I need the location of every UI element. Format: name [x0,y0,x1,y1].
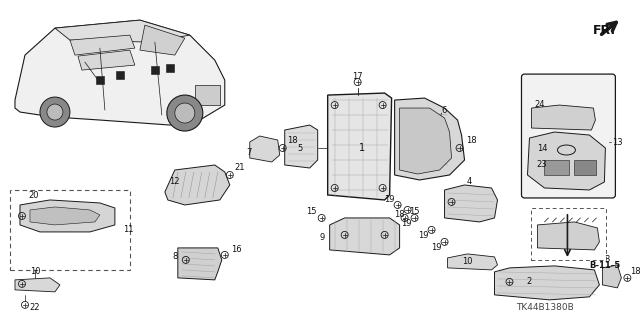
Text: 20: 20 [29,191,39,200]
Polygon shape [70,35,135,55]
Bar [96,76,104,84]
Text: B-11-5: B-11-5 [589,261,621,271]
Bar [151,66,159,74]
Polygon shape [15,278,60,292]
Polygon shape [140,25,185,55]
Text: 10: 10 [29,267,40,276]
FancyBboxPatch shape [522,74,616,198]
Polygon shape [447,254,497,270]
Text: 19: 19 [419,231,429,241]
Polygon shape [30,207,100,225]
Text: 8: 8 [172,252,177,261]
Polygon shape [527,132,605,190]
Bar [575,160,596,175]
Polygon shape [395,98,465,180]
Text: 7: 7 [246,147,252,157]
Text: 16: 16 [232,245,242,255]
Text: 4: 4 [467,177,472,187]
Polygon shape [15,20,225,125]
Text: 18: 18 [287,136,298,145]
Circle shape [167,95,203,131]
Polygon shape [285,125,317,168]
Text: 15: 15 [307,207,317,217]
Circle shape [40,97,70,127]
Polygon shape [328,93,392,200]
Text: 19: 19 [385,196,395,204]
Text: FR.: FR. [593,24,616,37]
Polygon shape [602,265,621,288]
Polygon shape [178,248,222,280]
Text: 22: 22 [29,303,40,312]
Text: 1: 1 [358,143,365,153]
Bar [10,190,130,270]
Text: 23: 23 [536,160,547,169]
Text: 18: 18 [394,211,405,219]
Circle shape [47,104,63,120]
Text: 13: 13 [612,137,623,146]
Text: 18: 18 [630,267,640,276]
Text: 14: 14 [537,144,548,152]
Text: 17: 17 [353,71,363,81]
Polygon shape [538,222,600,250]
Polygon shape [165,165,230,205]
Polygon shape [55,20,190,42]
Text: 6: 6 [442,106,447,115]
Text: 9: 9 [319,234,324,242]
Polygon shape [399,108,452,174]
Polygon shape [531,105,595,130]
Text: 18: 18 [466,136,477,145]
Polygon shape [20,200,115,232]
Text: 10: 10 [462,257,473,266]
Polygon shape [330,218,399,255]
Text: 11: 11 [123,226,133,234]
Bar [531,208,607,260]
Text: 19: 19 [401,219,412,228]
Text: 24: 24 [534,100,545,108]
Text: 19: 19 [431,243,442,252]
Text: 12: 12 [170,177,180,187]
Text: 3: 3 [605,256,610,264]
Bar [116,71,124,79]
Circle shape [175,103,195,123]
Text: TK44B1380B: TK44B1380B [516,303,573,312]
Bar [545,160,570,175]
Polygon shape [495,266,600,300]
Text: 21: 21 [234,164,245,173]
Bar [195,85,220,105]
Polygon shape [78,50,135,70]
Text: 5: 5 [297,144,302,152]
Text: 2: 2 [527,278,532,286]
Text: 15: 15 [410,207,420,217]
Bar [166,64,174,72]
Polygon shape [250,136,280,162]
Polygon shape [445,185,497,222]
